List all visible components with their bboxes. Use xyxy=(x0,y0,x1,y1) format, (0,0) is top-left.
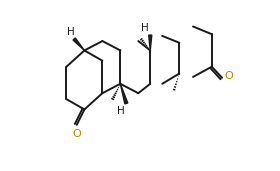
Polygon shape xyxy=(73,38,85,50)
Text: H: H xyxy=(141,23,149,33)
Polygon shape xyxy=(149,35,152,50)
Polygon shape xyxy=(120,84,128,104)
Text: O: O xyxy=(72,129,81,139)
Text: H: H xyxy=(117,106,125,116)
Text: O: O xyxy=(224,71,233,81)
Text: H: H xyxy=(67,28,74,37)
